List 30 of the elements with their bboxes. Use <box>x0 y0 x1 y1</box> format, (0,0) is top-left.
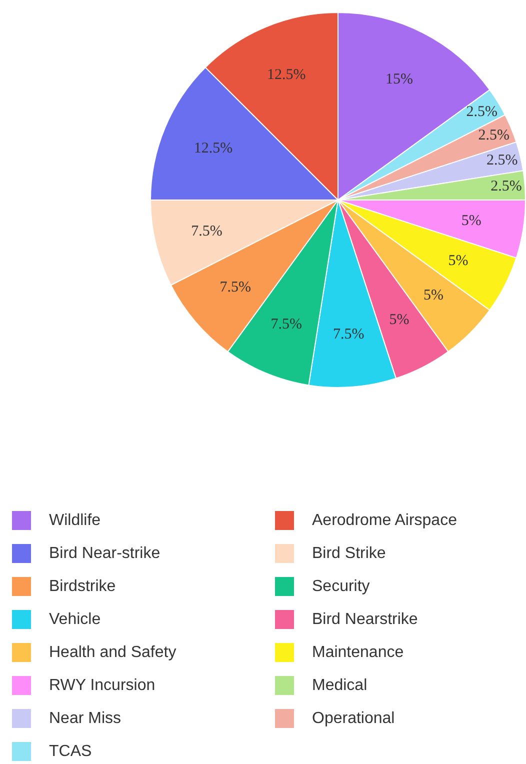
data-label: 2.5% <box>490 178 522 195</box>
data-label: 12.5% <box>194 140 233 156</box>
legend-label: TCAS <box>49 742 92 760</box>
data-label: 12.5% <box>266 67 306 84</box>
data-label: 5% <box>423 287 444 304</box>
legend-label: Near Miss <box>49 710 122 728</box>
data-label: 5% <box>448 253 468 270</box>
legend-label: Medical <box>312 676 368 694</box>
legend-label: Maintenance <box>312 644 404 662</box>
legend-label: Bird Near-strike <box>49 544 160 562</box>
legend-label: Aerodrome Airspace <box>312 512 457 530</box>
data-label: 7.5% <box>332 326 364 343</box>
data-label: 2.5% <box>466 104 498 120</box>
legend-label: Wildlife <box>49 512 101 530</box>
legend-label: Birdstrike <box>49 578 116 596</box>
data-label: 7.5% <box>191 223 222 240</box>
data-label: 7.5% <box>270 316 302 333</box>
data-label: 2.5% <box>478 127 510 144</box>
legend-label: Operational <box>312 710 395 728</box>
data-label: 5% <box>389 312 410 328</box>
legend-label: Security <box>312 578 370 596</box>
legend-label: Health and Safety <box>49 644 176 662</box>
data-label: 15% <box>386 72 414 88</box>
legend-label: RWY Incursion <box>49 676 156 694</box>
data-label: 2.5% <box>486 152 518 169</box>
data-label: 5% <box>461 213 482 230</box>
legend-label: Vehicle <box>49 610 101 628</box>
data-label: 7.5% <box>220 280 251 296</box>
legend-label: Bird Nearstrike <box>312 610 418 628</box>
legend-label: Bird Strike <box>312 544 386 562</box>
